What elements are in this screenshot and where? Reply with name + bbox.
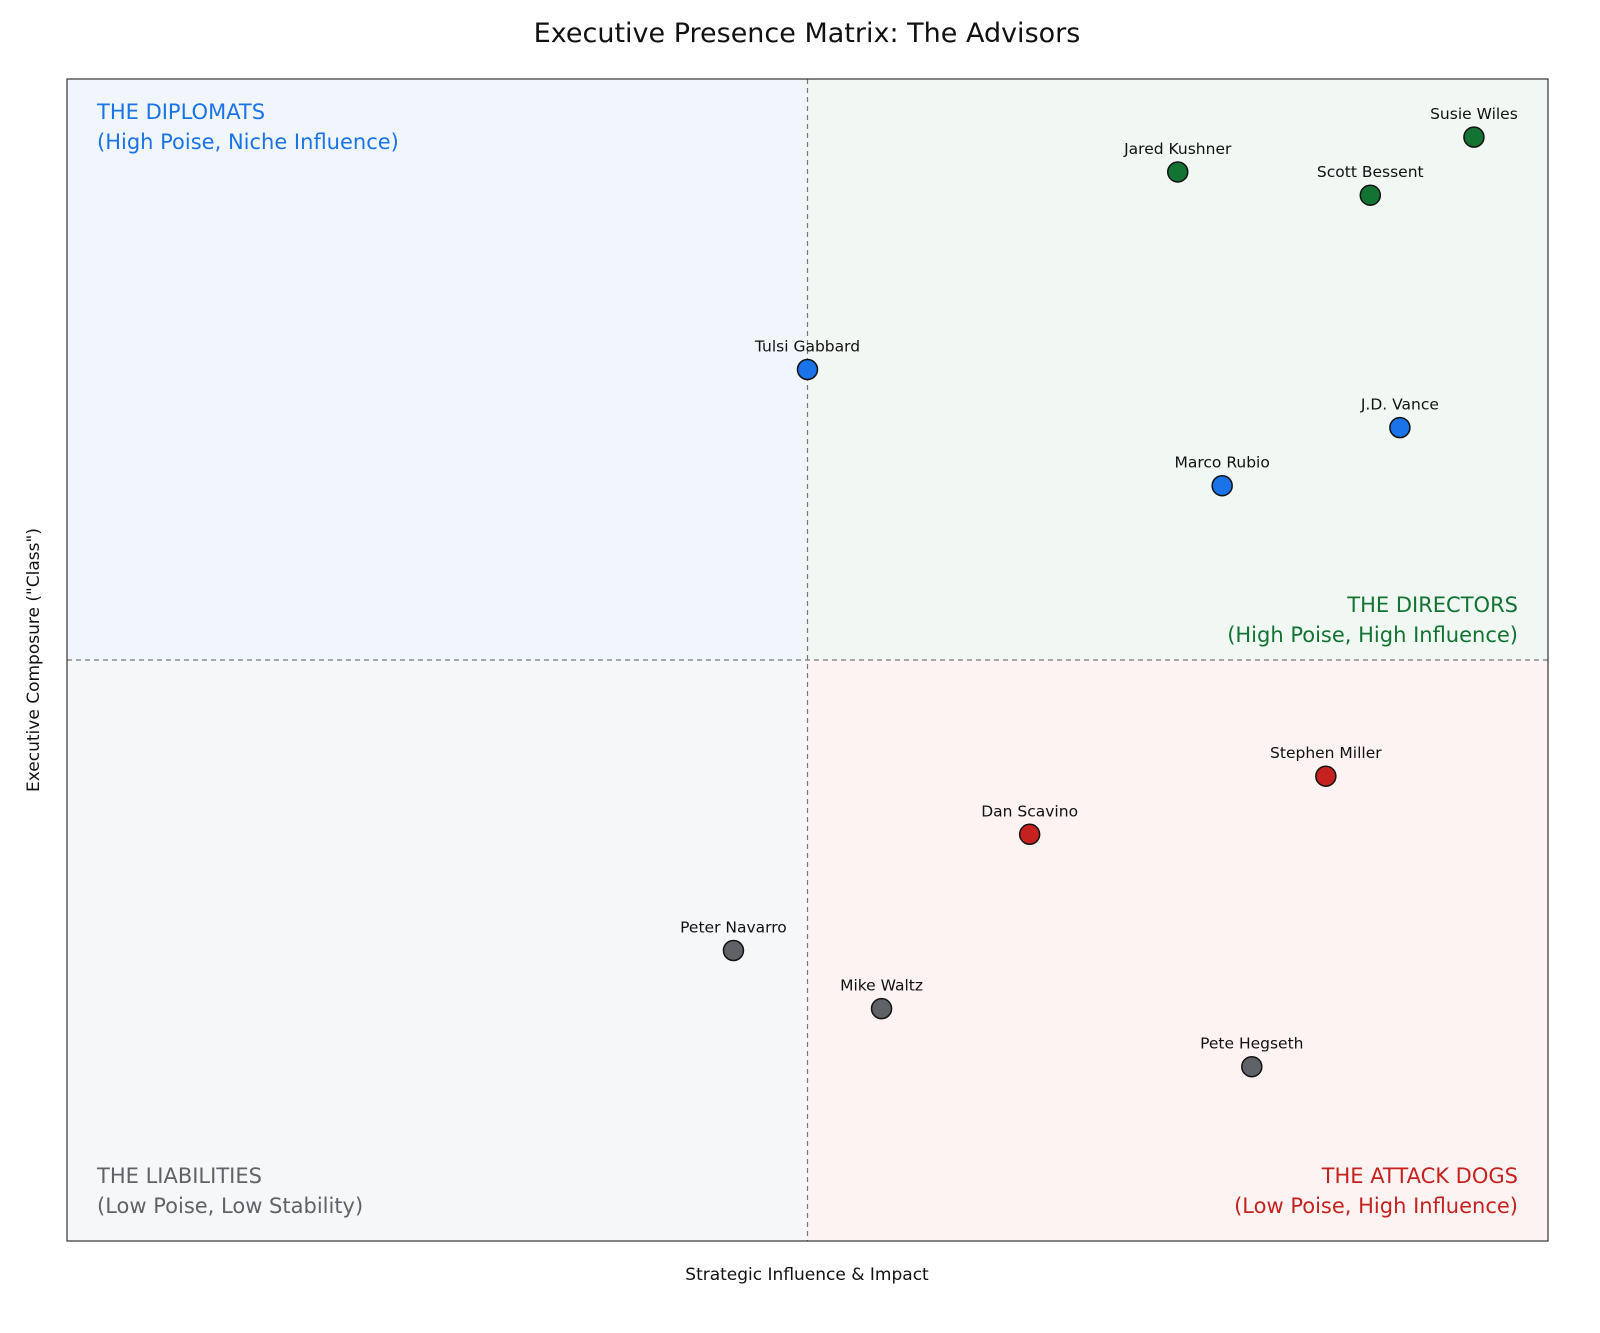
point-marker xyxy=(1018,823,1041,846)
quadrant-labels: THE DIPLOMATS (High Poise, Niche Influenc… xyxy=(96,100,1518,1218)
point-label: Mike Waltz xyxy=(840,977,923,995)
data-point: Tulsi Gabbard xyxy=(754,338,860,381)
data-point: Mike Waltz xyxy=(840,977,923,1020)
point-label: Dan Scavino xyxy=(981,802,1078,820)
quadrant-bottom-right-background xyxy=(807,660,1548,1241)
data-point: Susie Wiles xyxy=(1430,105,1518,148)
quadrant-top-left-background xyxy=(67,79,808,660)
quadrant-top-right-subtitle: (High Poise, High Influence) xyxy=(1227,623,1518,647)
point-marker xyxy=(1389,416,1411,439)
data-point: Stephen Miller xyxy=(1270,744,1382,787)
quadrant-dividers xyxy=(67,79,1548,1241)
data-point: Jared Kushner xyxy=(1123,140,1232,183)
data-point: J.D. Vance xyxy=(1360,396,1439,439)
point-marker xyxy=(1463,126,1485,148)
quadrant-bottom-left-title: THE LIABILITIES xyxy=(96,1164,262,1188)
point-marker xyxy=(1211,474,1233,497)
point-label: Pete Hegseth xyxy=(1200,1035,1303,1053)
point-label: J.D. Vance xyxy=(1360,396,1439,414)
data-point: Dan Scavino xyxy=(981,802,1078,846)
quadrant-bottom-left-subtitle: (Low Poise, Low Stability) xyxy=(97,1194,363,1218)
point-label: Susie Wiles xyxy=(1430,105,1518,123)
data-point: Scott Bessent xyxy=(1317,163,1424,206)
point-marker xyxy=(870,997,893,1020)
point-label: Scott Bessent xyxy=(1317,163,1424,181)
point-label: Tulsi Gabbard xyxy=(754,338,860,356)
point-marker xyxy=(1167,161,1189,183)
quadrant-top-left-title: THE DIPLOMATS xyxy=(96,100,265,124)
point-marker xyxy=(1315,765,1337,787)
plot-frame xyxy=(66,78,1549,1242)
quadrant-bottom-right-subtitle: (Low Poise, High Influence) xyxy=(1234,1194,1518,1218)
quadrant-backgrounds xyxy=(67,79,1548,1241)
point-label: Peter Navarro xyxy=(680,919,787,937)
point-label: Jared Kushner xyxy=(1123,140,1232,158)
point-label: Marco Rubio xyxy=(1174,454,1269,472)
quadrant-top-left-subtitle: (High Poise, Niche Influence) xyxy=(97,130,399,154)
data-point: Pete Hegseth xyxy=(1200,1035,1304,1078)
point-marker xyxy=(796,358,819,381)
data-points: Susie Wiles Jared Kushner Scott Bessent Tul… xyxy=(680,105,1518,1078)
point-label: Stephen Miller xyxy=(1270,744,1382,762)
x-axis-label: Strategic Influence & Impact xyxy=(685,1265,929,1285)
point-marker xyxy=(1359,184,1382,206)
quadrant-top-right-title: THE DIRECTORS xyxy=(1346,593,1518,617)
data-point: Peter Navarro xyxy=(680,919,787,962)
quadrant-bottom-right-title: THE ATTACK DOGS xyxy=(1321,1164,1518,1188)
y-axis-label: Executive Composure ("Class") xyxy=(24,528,44,792)
point-marker xyxy=(1241,1055,1263,1078)
quadrant-bottom-left-background xyxy=(67,660,808,1241)
chart-title: Executive Presence Matrix: The Advisors xyxy=(534,18,1081,49)
point-marker xyxy=(722,939,745,962)
data-point: Marco Rubio xyxy=(1174,454,1270,497)
